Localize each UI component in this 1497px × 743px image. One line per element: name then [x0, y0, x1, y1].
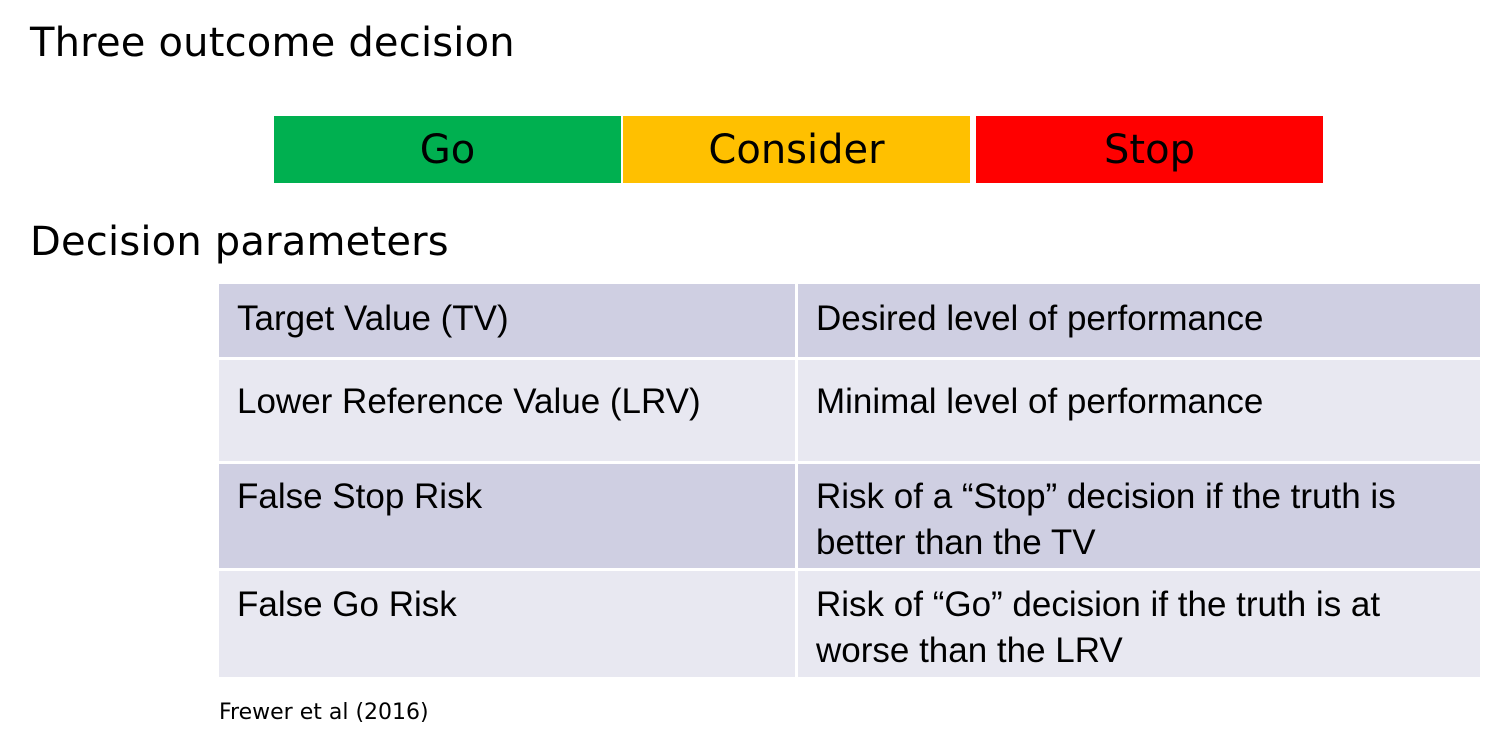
outcome-go-bar: Go	[274, 116, 621, 183]
parameter-term: Target Value (TV)	[219, 284, 798, 360]
parameter-definition: Risk of “Go” decision if the truth is at…	[798, 571, 1480, 677]
table-row: False Go Risk Risk of “Go” decision if t…	[219, 571, 1480, 677]
decision-parameters-table: Target Value (TV) Desired level of perfo…	[219, 284, 1480, 677]
page-title: Three outcome decision	[30, 20, 515, 66]
citation: Frewer et al (2016)	[219, 700, 429, 725]
outcome-stop-bar: Stop	[976, 116, 1323, 183]
outcome-consider-bar: Consider	[623, 116, 970, 183]
table-row: Target Value (TV) Desired level of perfo…	[219, 284, 1480, 360]
parameter-definition: Minimal level of performance	[798, 360, 1480, 464]
parameter-term: Lower Reference Value (LRV)	[219, 360, 798, 464]
parameter-term: False Go Risk	[219, 571, 798, 677]
section-title: Decision parameters	[30, 219, 449, 265]
parameter-definition: Risk of a “Stop” decision if the truth i…	[798, 464, 1480, 571]
parameter-term: False Stop Risk	[219, 464, 798, 571]
table-row: Lower Reference Value (LRV) Minimal leve…	[219, 360, 1480, 464]
parameter-definition: Desired level of performance	[798, 284, 1480, 360]
table-row: False Stop Risk Risk of a “Stop” decisio…	[219, 464, 1480, 571]
